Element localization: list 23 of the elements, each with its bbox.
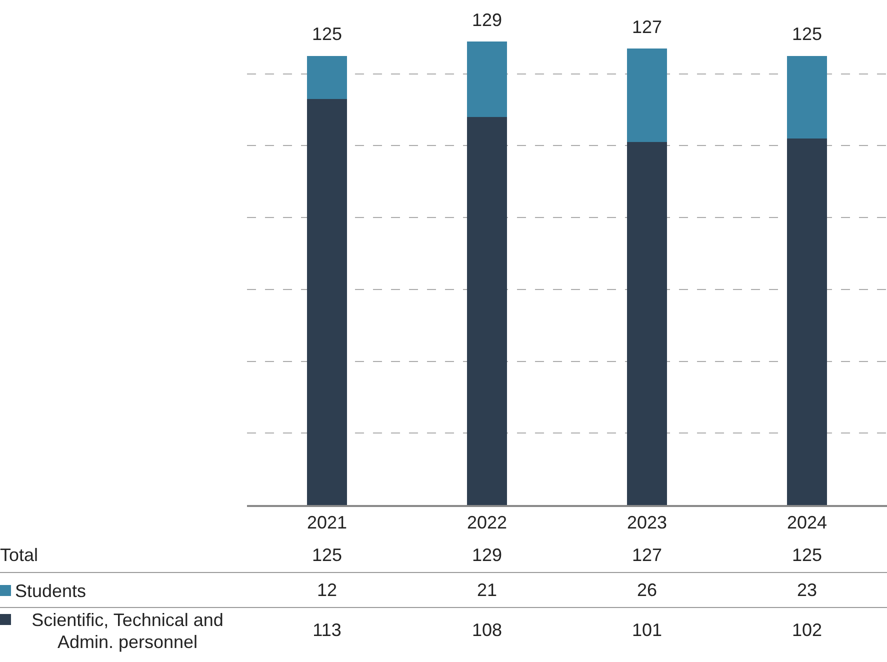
- data-label: 102: [727, 608, 887, 653]
- data-label: 21: [407, 572, 567, 608]
- x-tick-label: 2021: [306, 512, 348, 532]
- total-label: 125: [792, 24, 822, 44]
- x-tick-label: 2023: [626, 512, 668, 532]
- text: 125: [792, 544, 822, 564]
- legend-label: Students: [15, 580, 86, 602]
- data-label: 101: [567, 608, 727, 653]
- legend-label: Scientific, Technical and Admin. personnel: [30, 609, 224, 653]
- data-label: 23: [727, 572, 887, 608]
- total-label: 129: [472, 10, 502, 30]
- data-label: 26: [567, 572, 727, 608]
- data-label: 12: [247, 572, 407, 608]
- text: 125: [312, 544, 342, 564]
- text: Total: [0, 545, 38, 565]
- x-tick-label: 2024: [786, 512, 828, 532]
- total-label: 127: [632, 17, 662, 37]
- data-label: 113: [247, 608, 407, 653]
- text: 129: [472, 544, 502, 564]
- x-tick-label: 2022: [466, 512, 508, 532]
- total-label: 125: [312, 24, 342, 44]
- text: 127: [632, 544, 662, 564]
- data-label: 108: [407, 608, 567, 653]
